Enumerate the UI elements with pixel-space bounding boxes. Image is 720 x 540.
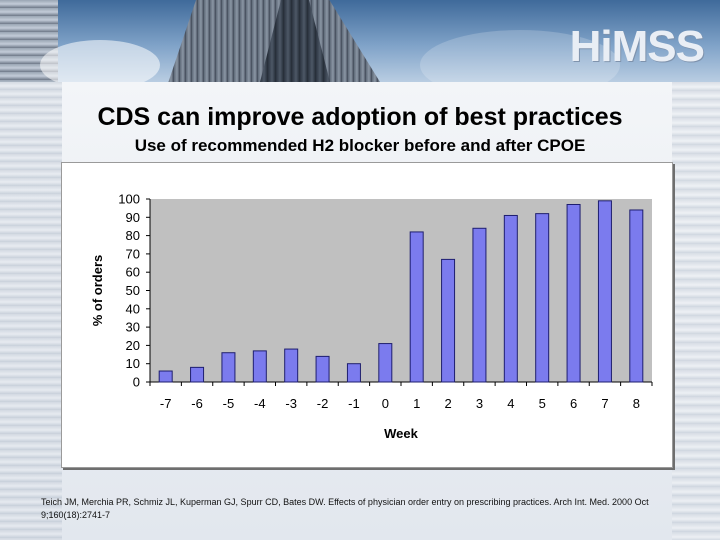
bar [597,200,612,383]
x-tick-label: 7 [601,396,608,411]
y-tick-label: 10 [126,356,140,371]
bar [158,370,173,383]
bar [409,231,424,383]
bar [346,363,361,383]
y-tick-label: 50 [126,283,140,298]
himss-logo: HiMSS [569,22,705,71]
slide-title: CDS can improve adoption of best practic… [97,103,623,131]
y-tick-label: 20 [126,338,140,353]
bar [535,213,550,383]
x-tick-label: -1 [348,396,360,411]
x-tick-label: -5 [223,396,235,411]
x-tick-label: 4 [507,396,514,411]
faint-building-right [672,82,720,540]
y-axis-title: % of orders [90,255,105,327]
y-tick-label: 70 [126,246,140,261]
header-banner: HiMSS [0,0,720,82]
y-tick-label: 100 [118,192,140,207]
bar [252,350,267,383]
x-tick-label: -2 [317,396,329,411]
x-tick-label: 0 [382,396,389,411]
x-tick-label: -3 [285,396,297,411]
y-tick-label: 30 [126,320,140,335]
slide-subtitle: Use of recommended H2 blocker before and… [134,136,586,155]
x-tick-label: 5 [539,396,546,411]
bar [378,343,393,383]
bar [566,203,581,383]
x-tick-label: 8 [633,396,640,411]
bar [503,214,518,383]
y-tick-label: 90 [126,210,140,225]
y-tick-label: 80 [126,228,140,243]
chart-canvas: 0 10 20 30 40 50 60 70 80 90 100 -7 -6 -5 -4 -3 -2 -1 0 1 2 3… [90,192,653,441]
y-tick-label: 40 [126,301,140,316]
y-tick-label: 0 [133,375,140,390]
citation-text: Teich JM, Merchia PR, Schmiz JL, Kuperma… [41,497,649,520]
bar [441,258,456,383]
x-axis-title: Week [384,426,418,441]
bar-chart: 0 10 20 30 40 50 60 70 80 90 100 -7 -6 -5 -4 -3 -2 -1 0 1 2 3… [61,162,673,468]
x-tick-label: -6 [191,396,203,411]
x-tick-label: 2 [444,396,451,411]
x-tick-label: 3 [476,396,483,411]
x-tick-label: -7 [160,396,172,411]
x-tick-label: 6 [570,396,577,411]
faint-building-left [0,82,62,540]
y-tick-label: 60 [126,265,140,280]
bar [629,209,644,383]
x-tick-label: -4 [254,396,266,411]
bar [472,227,487,383]
cloud-shape [40,40,160,82]
bar [284,348,299,383]
cloud-shape [420,30,620,82]
bar [190,366,205,383]
x-tick-label: 1 [413,396,420,411]
bar [315,355,330,383]
bar [221,352,236,383]
